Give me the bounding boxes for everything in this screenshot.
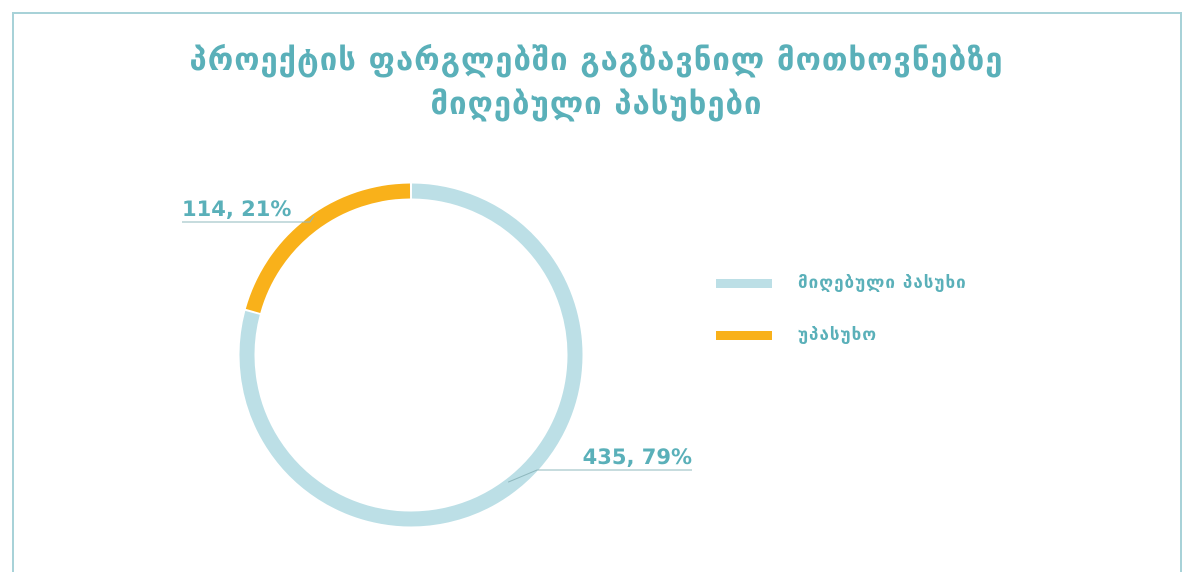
chart-frame xyxy=(12,12,1182,572)
leader-line-unanswered xyxy=(182,215,315,223)
data-label-received: 435, 79% xyxy=(583,445,692,469)
chart-title-line-1: პროექტის ფარგლებში გაგზავნილ მოთხოვნებზე xyxy=(189,42,1004,78)
data-label-unanswered: 114, 21% xyxy=(182,197,291,221)
leader-line-received xyxy=(507,469,692,483)
slice-unanswered xyxy=(245,183,411,313)
legend-item-received: მიღებული პასუხი xyxy=(716,270,967,296)
legend-label-unanswered: უპასუხო xyxy=(798,325,878,345)
legend-swatch-received xyxy=(716,278,772,288)
slice-received xyxy=(239,183,583,527)
legend-swatch-unanswered xyxy=(716,330,772,340)
legend-label-received: მიღებული პასუხი xyxy=(798,273,967,293)
legend-item-unanswered: უპასუხო xyxy=(716,322,967,348)
chart-title: პროექტის ფარგლებში გაგზავნილ მოთხოვნებზე… xyxy=(0,38,1193,126)
chart-legend: მიღებული პასუხი უპასუხო xyxy=(716,270,967,374)
chart-title-line-2: მიღებული პასუხები xyxy=(430,86,763,122)
